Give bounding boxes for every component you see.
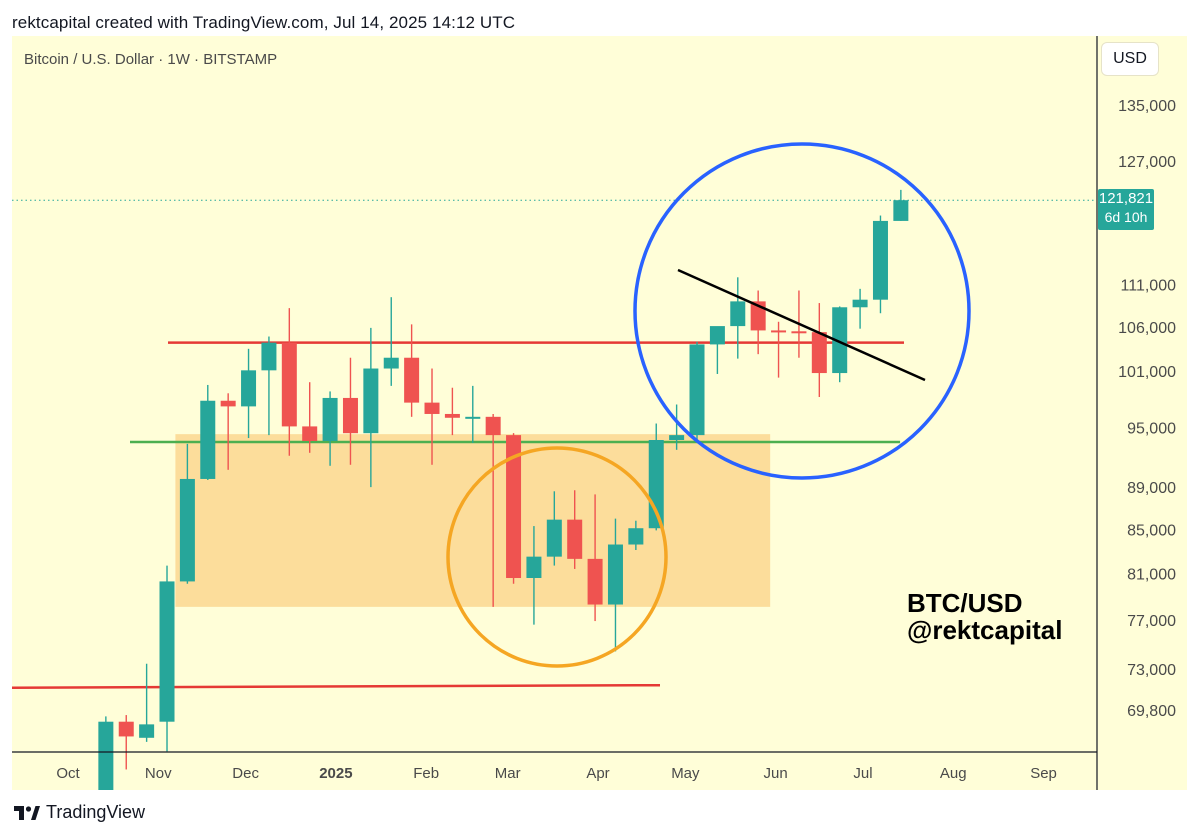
- candle-body: [771, 330, 787, 333]
- x-tick-label: Apr: [586, 765, 609, 782]
- candle-body: [281, 342, 297, 427]
- x-tick-label: Nov: [145, 765, 172, 782]
- candle-body: [546, 519, 562, 557]
- candle-body: [832, 307, 848, 374]
- chart-attribution: rektcapital created with TradingView.com…: [12, 13, 516, 32]
- candle-body: [526, 556, 542, 579]
- candle-body: [139, 724, 155, 738]
- candle-body: [587, 558, 603, 605]
- symbol-title: Bitcoin / U.S. Dollar · 1W · BITSTAMP: [24, 51, 278, 68]
- candle-body: [607, 544, 623, 605]
- y-tick-label: 77,000: [1127, 613, 1176, 630]
- candle-body: [669, 435, 685, 440]
- chart-area[interactable]: 135,000 127,000 111,000 106,000 101,000 95,00…: [12, 36, 1187, 790]
- y-tick-label: 89,000: [1127, 480, 1176, 497]
- y-tick-label: 111,000: [1121, 278, 1177, 295]
- last-price-tag: 121,821 6d 10h: [1098, 189, 1154, 230]
- footer: TradingView: [14, 802, 145, 823]
- price-chart-svg[interactable]: 135,000 127,000 111,000 106,000 101,000 95,00…: [12, 36, 1187, 790]
- orange-highlight-circle: [446, 446, 668, 668]
- candle-body: [852, 299, 868, 308]
- y-tick-label: 106,000: [1118, 320, 1176, 337]
- x-tick-label: Oct: [56, 765, 80, 782]
- y-tick-label: 73,000: [1127, 662, 1176, 679]
- y-tick-label: 81,000: [1127, 567, 1176, 584]
- last-price-value: 121,821: [1098, 190, 1154, 207]
- candle-body: [404, 357, 420, 403]
- x-tick-label: 2025: [319, 765, 352, 782]
- tradingview-logo-icon[interactable]: [14, 805, 40, 820]
- tradingview-brand[interactable]: TradingView: [46, 802, 146, 822]
- red-lower-line: [12, 683, 661, 690]
- candle-body: [159, 581, 175, 722]
- candle-body: [342, 397, 358, 434]
- x-tick-label: Sep: [1030, 765, 1057, 782]
- candle-body: [506, 435, 522, 579]
- candle-body: [485, 416, 501, 436]
- candle-body: [791, 331, 807, 334]
- candle-body: [424, 402, 440, 414]
- candle-body: [893, 200, 909, 221]
- x-tick-label: Feb: [413, 765, 439, 782]
- candle-body: [241, 370, 257, 407]
- candle-body: [730, 301, 746, 327]
- candle-body: [261, 342, 277, 371]
- candle-body: [872, 220, 888, 300]
- candle-body: [383, 357, 399, 369]
- x-tick-label: Aug: [940, 765, 967, 782]
- support-range-box: [175, 434, 771, 607]
- x-tick-label: Jun: [764, 765, 788, 782]
- y-tick-label: 95,000: [1127, 420, 1176, 437]
- candle-body: [689, 344, 705, 436]
- currency-button[interactable]: USD: [1101, 42, 1159, 76]
- watermark-pair: BTC/USD: [907, 588, 1023, 618]
- chart-watermark: BTC/USD @rektcapital: [907, 590, 1062, 644]
- candle-body: [444, 413, 460, 418]
- downtrend-line: [677, 268, 926, 382]
- candle-body: [302, 426, 318, 441]
- candle-body: [200, 400, 216, 479]
- candle-body: [811, 332, 827, 374]
- blue-highlight-circle: [633, 142, 971, 480]
- x-tick-label: Dec: [232, 765, 259, 782]
- y-tick-label: 135,000: [1118, 98, 1176, 115]
- candle-body: [179, 478, 195, 582]
- candle-body: [567, 519, 583, 559]
- candle-body: [709, 326, 725, 345]
- y-tick-label: 69,800: [1127, 703, 1176, 720]
- x-tick-label: May: [671, 765, 700, 782]
- candle-body: [363, 368, 379, 434]
- candle-body: [628, 528, 644, 545]
- y-tick-label: 127,000: [1118, 154, 1176, 171]
- candle-body: [322, 397, 338, 441]
- candle-body: [220, 400, 236, 407]
- candle-body: [465, 416, 481, 419]
- bar-countdown: 6d 10h: [1104, 209, 1148, 225]
- watermark-author: @rektcapital: [907, 615, 1063, 645]
- candle-body: [118, 721, 134, 737]
- y-tick-label: 101,000: [1118, 364, 1176, 381]
- y-tick-label: 85,000: [1127, 522, 1176, 539]
- x-tick-label: Jul: [853, 765, 872, 782]
- x-tick-label: Mar: [495, 765, 521, 782]
- candle-body: [98, 721, 114, 790]
